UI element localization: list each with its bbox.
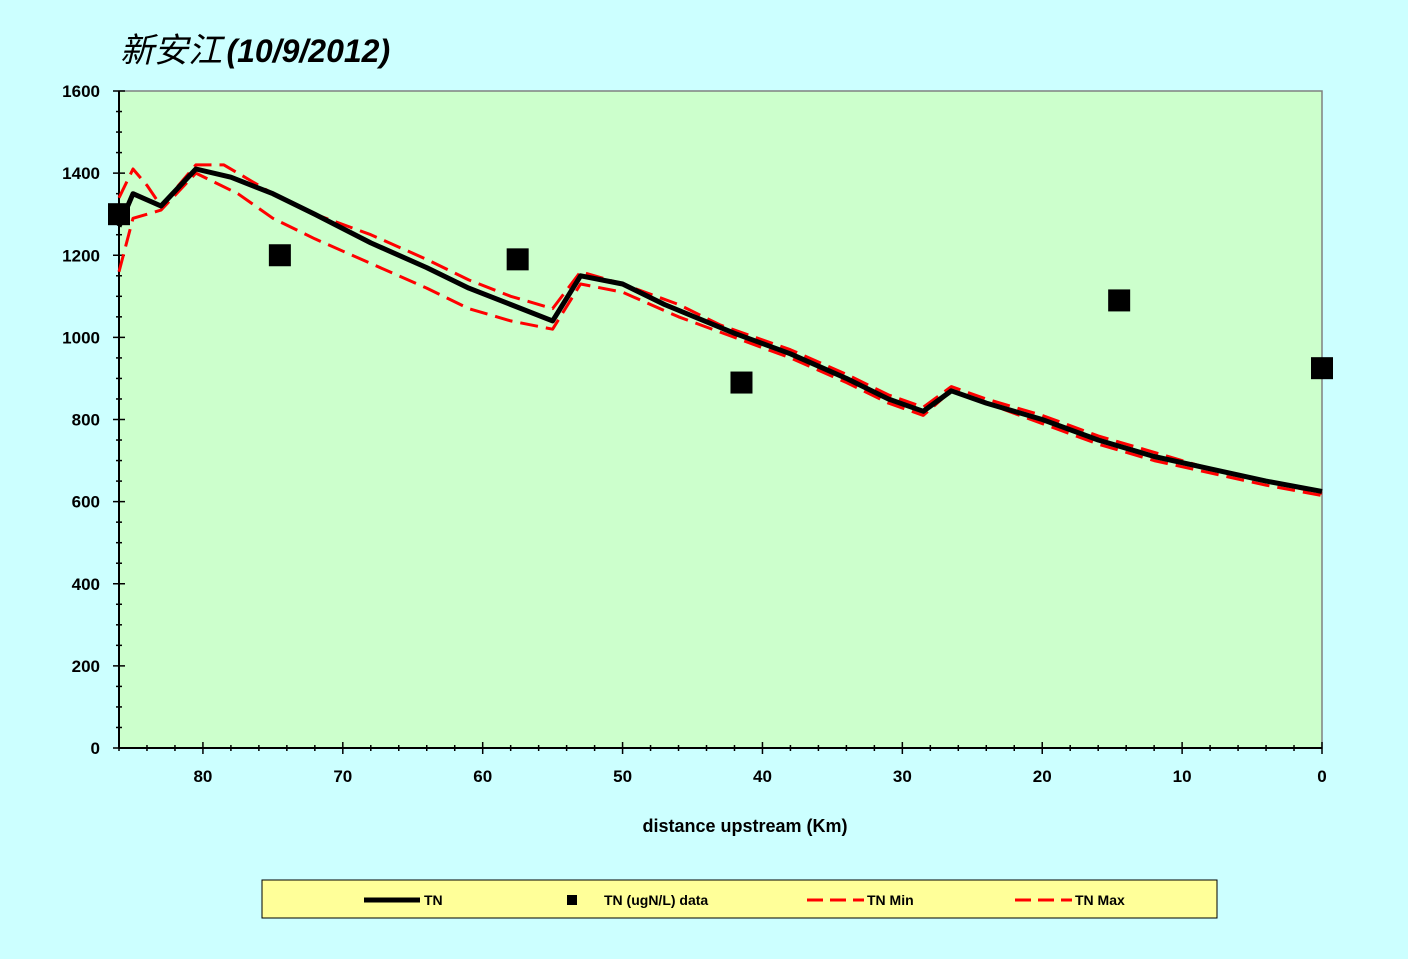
y-tick-label: 800 bbox=[72, 411, 100, 430]
x-axis-ticks: 80 70 60 50 40 30 20 10 0 bbox=[118, 742, 1327, 786]
data-point-marker bbox=[1311, 357, 1333, 380]
x-tick-label: 20 bbox=[1033, 767, 1052, 786]
legend-label-tn: TN bbox=[424, 892, 443, 908]
plot-area bbox=[118, 90, 1323, 749]
x-tick-label: 80 bbox=[193, 767, 212, 786]
x-tick-label: 70 bbox=[333, 767, 352, 786]
y-tick-label: 1400 bbox=[62, 164, 100, 183]
legend: TN TN (ugN/L) data TN Min TN Max bbox=[261, 879, 1218, 919]
data-point-marker bbox=[1108, 289, 1131, 312]
y-tick-label: 1000 bbox=[62, 328, 100, 347]
x-axis-label: distance upstream (Km) bbox=[642, 816, 847, 836]
chart-title: 新安江 (10/9/2012) bbox=[120, 33, 390, 70]
x-tick-label: 40 bbox=[753, 767, 772, 786]
legend-label-data: TN (ugN/L) data bbox=[604, 892, 708, 908]
data-point-marker bbox=[506, 248, 529, 271]
legend-label-tn-max: TN Max bbox=[1075, 892, 1125, 908]
tn-min-line bbox=[117, 171, 1323, 497]
x-tick-label: 50 bbox=[613, 767, 632, 786]
x-tick-label: 10 bbox=[1173, 767, 1192, 786]
legend-swatch-data bbox=[567, 895, 577, 905]
x-tick-label: 30 bbox=[893, 767, 912, 786]
y-tick-label: 1600 bbox=[62, 82, 100, 101]
chart-title-date: (10/9/2012) bbox=[226, 33, 390, 69]
y-axis-ticks: 0 200 400 600 800 1000 1200 1400 1600 bbox=[62, 82, 125, 758]
series-layer bbox=[108, 163, 1333, 497]
legend-box bbox=[261, 879, 1218, 919]
y-tick-label: 600 bbox=[72, 493, 100, 512]
x-tick-label: 60 bbox=[473, 767, 492, 786]
legend-label-tn-min: TN Min bbox=[867, 892, 914, 908]
data-point-marker bbox=[268, 244, 291, 267]
y-tick-label: 1200 bbox=[62, 246, 100, 265]
chart-title-chinese: 新安江 bbox=[120, 33, 226, 70]
data-point-marker bbox=[108, 203, 130, 226]
y-tick-label: 200 bbox=[72, 657, 100, 676]
y-tick-label: 400 bbox=[72, 575, 100, 594]
y-tick-label: 0 bbox=[91, 739, 100, 758]
tn-line bbox=[116, 166, 1323, 494]
x-tick-label: 0 bbox=[1317, 767, 1326, 786]
data-point-marker bbox=[730, 371, 753, 394]
